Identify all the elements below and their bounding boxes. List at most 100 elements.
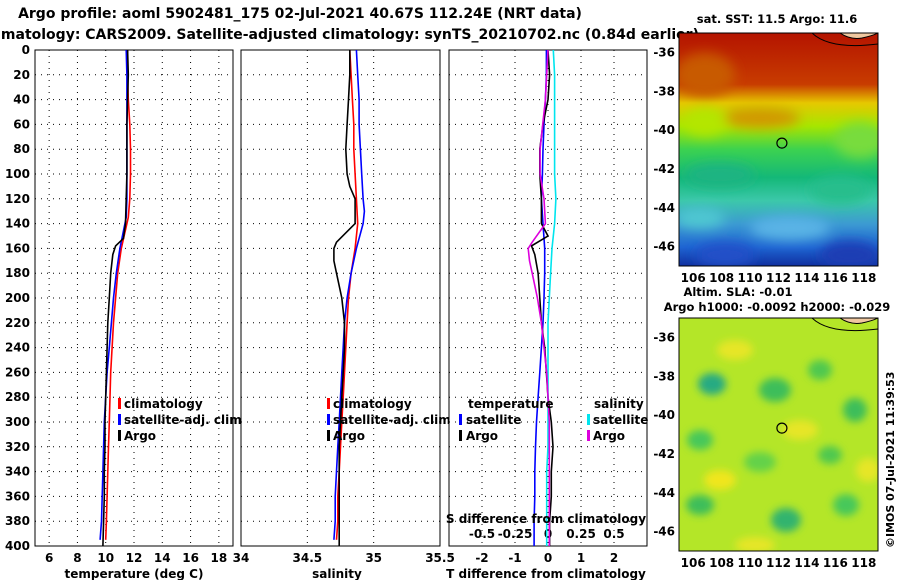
latitude-tick: -38 <box>653 84 675 98</box>
temperature-plot-area <box>34 49 234 547</box>
x-tick-label: 14 <box>154 551 171 565</box>
x-tick-label: 35.5 <box>425 551 455 565</box>
temperature-profiles <box>99 49 132 547</box>
latitude-tick: -38 <box>653 369 675 383</box>
legend-temperature-title: temperature <box>468 397 553 411</box>
s-tick-label: -0.5 <box>469 527 495 541</box>
longitude-tick: 108 <box>709 556 734 570</box>
sla-map-subtitle: Argo h1000: -0.0092 h2000: -0.029 <box>664 300 891 314</box>
latitude-tick: -42 <box>653 162 675 176</box>
x-tick-label: 10 <box>97 551 114 565</box>
longitude-tick: 118 <box>851 556 876 570</box>
depth-tick-label: 280 <box>5 390 30 404</box>
sst-map: sat. SST: 11.5 Argo: 11.6 106 108 110 112 11… <box>653 12 879 285</box>
salinity-x-ticks: 34 34.5 35 35.5 <box>233 551 455 565</box>
longitude-tick: 108 <box>709 271 734 285</box>
figure-title: Argo profile: aoml 5902481_175 02-Jul-20… <box>18 6 582 22</box>
s-tick-label: 0.25 <box>566 527 596 541</box>
longitude-tick: 118 <box>851 271 876 285</box>
x-tick-label: 1 <box>577 551 585 565</box>
s-difference-x-ticks: -0.5 -0.25 0 0.25 0.5 <box>469 527 625 541</box>
figure-subtitle: Climatology: CARS2009. Satellite-adjuste… <box>0 27 699 43</box>
s-tick-label: -0.25 <box>498 527 533 541</box>
difference-legend-salinity: salinity satellite Argo <box>587 397 648 443</box>
x-tick-label: 2 <box>610 551 618 565</box>
s-tick-label: 0 <box>544 527 552 541</box>
legend-salinity-title: salinity <box>594 397 644 411</box>
sst-profile-location-marker <box>776 137 788 149</box>
difference-panel: -2 -1 0 1 2 -0.5 -0.25 0 0.25 0.5 T difference f… <box>446 49 648 580</box>
x-tick-label: 16 <box>182 551 199 565</box>
depth-tick-label: 400 <box>5 539 30 553</box>
sla-map: Altim. SLA: -0.01 Argo h1000: -0.0092 h2… <box>653 285 890 570</box>
series-salinity-satellite <box>545 49 557 546</box>
salinity-profiles <box>333 49 366 546</box>
depth-tick-label: 320 <box>5 440 30 454</box>
longitude-tick: 116 <box>823 271 848 285</box>
legend-t-satellite: satellite <box>466 413 521 427</box>
depth-tick-label: 180 <box>5 266 30 280</box>
series-salinity-argo <box>527 49 551 546</box>
longitude-tick: 106 <box>681 271 706 285</box>
legend-argo-swatch <box>118 430 121 441</box>
legend-satellite-adj: satellite-adj. clim. <box>124 413 246 427</box>
salinity-panel: 34 34.5 35 35.5 salinity climatology satell… <box>233 49 455 580</box>
legend-climatology-swatch <box>118 398 121 409</box>
legend-s-satellite-swatch <box>587 414 590 425</box>
legend-climatology: climatology <box>333 397 412 411</box>
legend-satellite-adj: satellite-adj. clim. <box>333 413 455 427</box>
latitude-tick: -36 <box>653 330 675 344</box>
difference-legend-temperature: temperature satellite Argo <box>459 397 553 443</box>
depth-tick-label: 340 <box>5 465 30 479</box>
longitude-tick: 112 <box>766 556 791 570</box>
depth-tick-label: 220 <box>5 316 30 330</box>
t-difference-x-ticks: -2 -1 0 1 2 <box>475 551 618 565</box>
series-satellite-adj-clim- <box>333 49 366 540</box>
sst-map-title: sat. SST: 11.5 Argo: 11.6 <box>697 12 857 26</box>
depth-tick-label: 80 <box>13 142 30 156</box>
difference-plot-area <box>448 49 648 547</box>
latitude-tick: -36 <box>653 45 675 59</box>
longitude-tick: 116 <box>823 556 848 570</box>
depth-tick-label: 20 <box>13 68 30 82</box>
x-tick-label: 34 <box>233 551 250 565</box>
longitude-tick: 110 <box>738 271 763 285</box>
depth-tick-label: 300 <box>5 415 30 429</box>
legend-s-satellite: satellite <box>593 413 648 427</box>
legend-satellite-swatch <box>327 414 330 425</box>
depth-tick-label: 260 <box>5 365 30 379</box>
legend-t-satellite-swatch <box>459 414 462 425</box>
depth-tick-label: 40 <box>13 93 30 107</box>
longitude-tick: 114 <box>794 271 819 285</box>
x-tick-label: 12 <box>126 551 143 565</box>
latitude-tick: -46 <box>653 525 675 539</box>
x-tick-label: -2 <box>475 551 488 565</box>
imos-credit: ©IMOS 07-Jul-2021 11:39:53 <box>884 372 897 548</box>
legend-s-argo: Argo <box>593 429 625 443</box>
depth-tick-label: 380 <box>5 514 30 528</box>
depth-tick-label: 100 <box>5 167 30 181</box>
depth-tick-label: 200 <box>5 291 30 305</box>
depth-tick-label: 160 <box>5 241 30 255</box>
longitude-tick: 112 <box>766 271 791 285</box>
sst-latitude-labels: -36 -38 -40 -42 -44 -46 <box>653 45 675 253</box>
latitude-tick: -44 <box>653 201 675 215</box>
legend-climatology-swatch <box>327 398 330 409</box>
x-tick-label: 35 <box>365 551 382 565</box>
sst-field <box>679 33 878 266</box>
depth-tick-label: 240 <box>5 341 30 355</box>
legend-s-argo-swatch <box>587 430 590 441</box>
latitude-tick: -46 <box>653 240 675 254</box>
series-climatology <box>104 50 132 540</box>
longitude-tick: 110 <box>738 556 763 570</box>
depth-tick-label: 360 <box>5 489 30 503</box>
sla-profile-location-marker <box>776 422 788 434</box>
temperature-x-ticks: 6 8 10 12 14 16 18 <box>45 551 227 565</box>
t-difference-axis-label: T difference from climatology <box>446 567 646 580</box>
legend-t-argo-swatch <box>459 430 462 441</box>
depth-tick-label: 140 <box>5 217 30 231</box>
x-tick-label: 34.5 <box>293 551 323 565</box>
legend-climatology: climatology <box>124 397 203 411</box>
sla-longitude-labels: 106 108 110 112 114 116 118 <box>681 556 877 570</box>
latitude-tick: -44 <box>653 486 675 500</box>
